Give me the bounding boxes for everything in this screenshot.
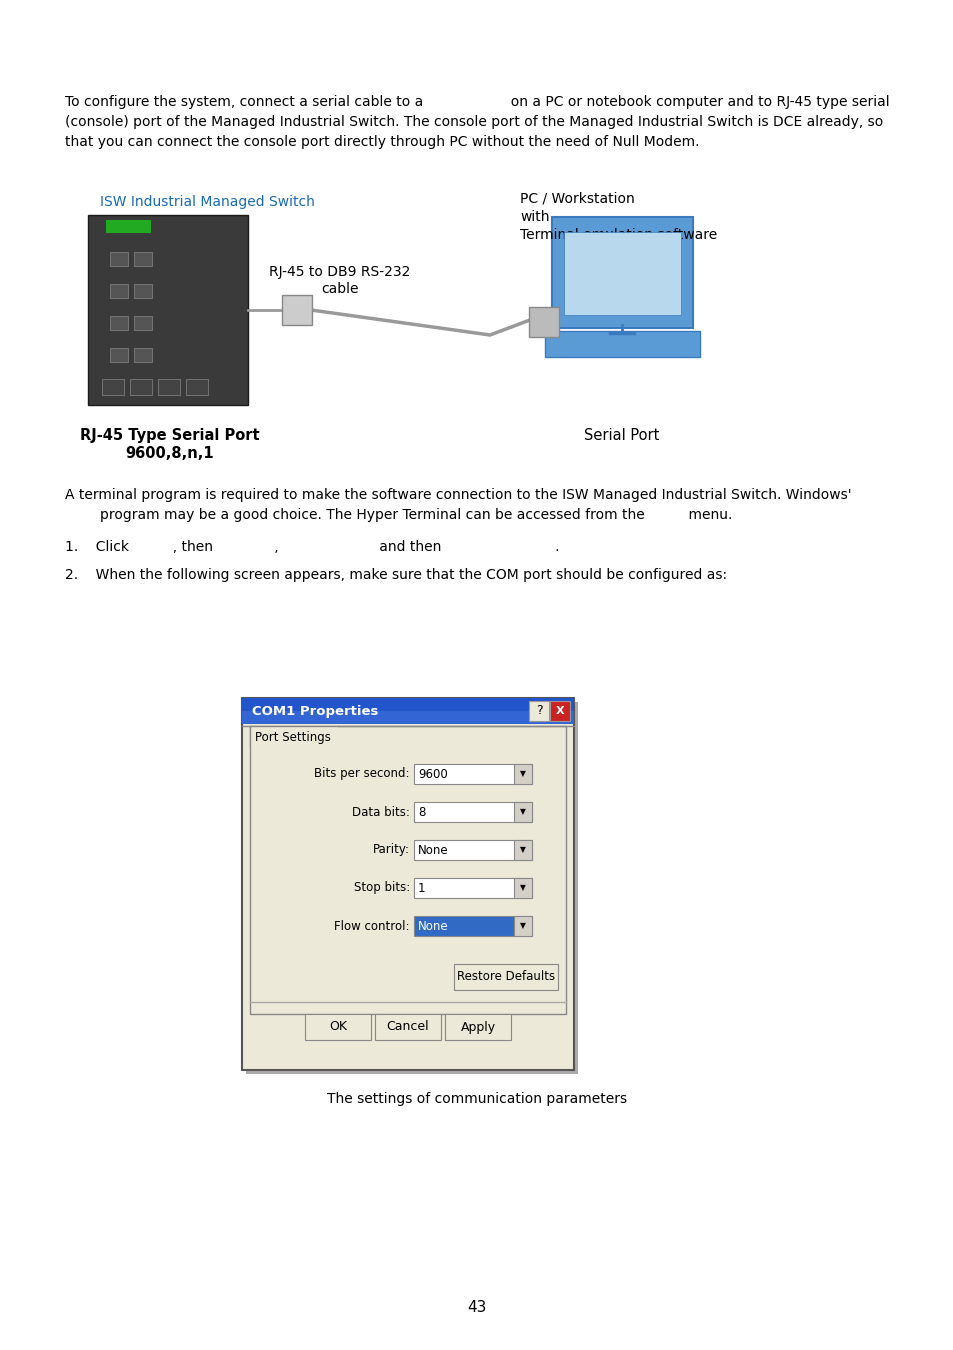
FancyBboxPatch shape: [305, 1014, 371, 1040]
Bar: [514, 917, 532, 936]
Text: The settings of communication parameters: The settings of communication parameters: [327, 1092, 626, 1106]
Bar: [514, 840, 532, 860]
Bar: [242, 698, 574, 1071]
Text: ▼: ▼: [519, 807, 525, 817]
Text: Apply: Apply: [460, 1021, 495, 1034]
Bar: [106, 220, 151, 234]
Text: 1.    Click          , then              ,                       and then       : 1. Click , then , and then: [65, 540, 558, 553]
Text: Serial Port: Serial Port: [583, 428, 659, 443]
FancyBboxPatch shape: [529, 701, 548, 721]
Bar: [242, 711, 574, 724]
Bar: [250, 726, 337, 748]
Text: ▼: ▼: [519, 883, 525, 892]
Bar: [110, 252, 128, 266]
Text: ▼: ▼: [519, 922, 525, 930]
Bar: [514, 878, 532, 898]
Text: RJ-45 to DB9 RS-232: RJ-45 to DB9 RS-232: [269, 265, 410, 279]
Bar: [414, 840, 532, 860]
Text: Restore Defaults: Restore Defaults: [456, 971, 555, 984]
Text: RJ-45 Type Serial Port: RJ-45 Type Serial Port: [80, 428, 259, 443]
FancyBboxPatch shape: [282, 296, 312, 325]
FancyBboxPatch shape: [550, 701, 569, 721]
Bar: [102, 379, 124, 396]
Bar: [514, 764, 532, 784]
Bar: [414, 764, 532, 784]
Text: ?: ?: [536, 705, 541, 717]
Bar: [133, 316, 152, 329]
Text: A terminal program is required to make the software connection to the ISW Manage: A terminal program is required to make t…: [65, 487, 851, 502]
Bar: [110, 316, 128, 329]
Bar: [414, 917, 532, 936]
FancyBboxPatch shape: [454, 964, 558, 990]
Bar: [130, 379, 152, 396]
Text: Cancel: Cancel: [386, 1021, 429, 1034]
Text: Stop bits:: Stop bits:: [354, 882, 410, 895]
Bar: [242, 698, 574, 724]
Bar: [133, 348, 152, 362]
Bar: [133, 252, 152, 266]
Text: Bits per second:: Bits per second:: [314, 768, 410, 780]
Text: (console) port of the Managed Industrial Switch. The console port of the Managed: (console) port of the Managed Industrial…: [65, 115, 882, 130]
Text: 2.    When the following screen appears, make sure that the COM port should be c: 2. When the following screen appears, ma…: [65, 568, 726, 582]
Bar: [414, 878, 532, 898]
Bar: [186, 379, 208, 396]
Bar: [133, 284, 152, 298]
FancyBboxPatch shape: [375, 1014, 440, 1040]
FancyBboxPatch shape: [552, 217, 692, 328]
Bar: [414, 802, 532, 822]
Text: Terminal emulation software: Terminal emulation software: [519, 228, 717, 242]
Bar: [514, 802, 532, 822]
FancyBboxPatch shape: [529, 306, 558, 338]
Bar: [246, 702, 578, 1075]
Text: ▼: ▼: [519, 845, 525, 855]
Text: that you can connect the console port directly through PC without the need of Nu: that you can connect the console port di…: [65, 135, 699, 148]
Text: Port Settings: Port Settings: [254, 730, 331, 744]
Text: ▼: ▼: [519, 769, 525, 779]
Text: Data bits:: Data bits:: [352, 806, 410, 818]
Text: Flow control:: Flow control:: [335, 919, 410, 933]
Bar: [110, 284, 128, 298]
Text: None: None: [417, 844, 448, 856]
Bar: [158, 379, 180, 396]
Text: To configure the system, connect a serial cable to a                    on a PC : To configure the system, connect a seria…: [65, 95, 889, 109]
Bar: [88, 215, 248, 405]
Text: ISW Industrial Managed Switch: ISW Industrial Managed Switch: [100, 194, 314, 209]
Text: 1: 1: [417, 882, 425, 895]
Text: 8: 8: [417, 806, 425, 818]
Text: OK: OK: [329, 1021, 347, 1034]
Text: program may be a good choice. The Hyper Terminal can be accessed from the       : program may be a good choice. The Hyper …: [65, 508, 732, 522]
Text: None: None: [417, 919, 448, 933]
Bar: [110, 348, 128, 362]
Text: with: with: [519, 211, 549, 224]
Text: Parity:: Parity:: [373, 844, 410, 856]
Text: 43: 43: [467, 1300, 486, 1315]
Text: PC / Workstation: PC / Workstation: [519, 192, 634, 207]
Text: 9600: 9600: [417, 768, 447, 780]
Bar: [563, 232, 680, 315]
FancyBboxPatch shape: [444, 1014, 511, 1040]
Text: 9600,8,n,1: 9600,8,n,1: [126, 446, 214, 460]
Text: cable: cable: [321, 282, 358, 296]
Text: X: X: [555, 706, 564, 716]
FancyBboxPatch shape: [544, 331, 700, 356]
Bar: [250, 726, 565, 1014]
Text: COM1 Properties: COM1 Properties: [252, 705, 378, 717]
